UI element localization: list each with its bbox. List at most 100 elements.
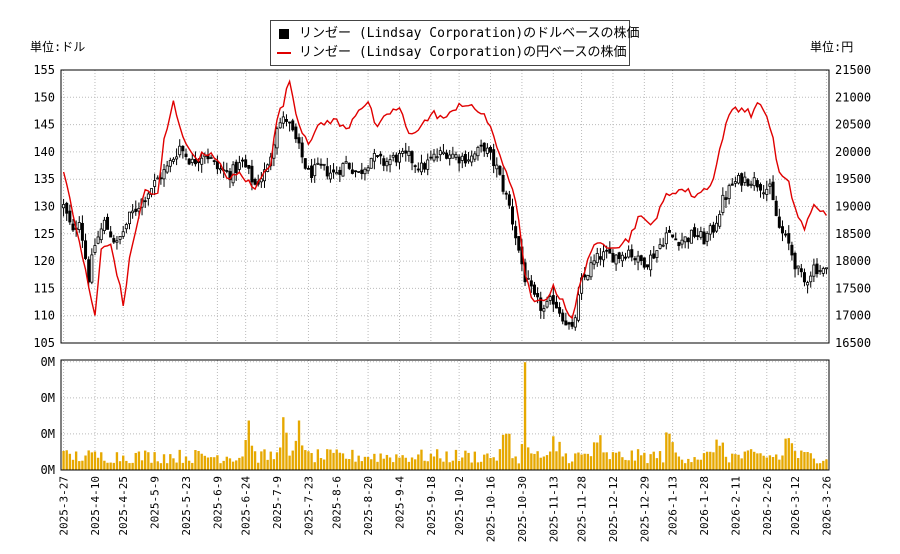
legend: リンゼー (Lindsay Corporation)のドルベースの株価 リンゼー… — [270, 20, 640, 66]
candle-body — [244, 159, 248, 168]
right-tick-label: 17500 — [835, 281, 871, 295]
candle-body — [696, 235, 700, 238]
candle-body — [561, 312, 565, 322]
volume-bar — [153, 452, 156, 470]
candle-body — [253, 179, 257, 185]
x-tick-label: 2025-8-6 — [331, 476, 344, 529]
candle-body — [284, 119, 288, 122]
volume-bar — [125, 460, 128, 470]
candle-body — [586, 275, 590, 281]
volume-bar — [749, 449, 753, 470]
candle-body — [762, 192, 766, 195]
volume-bar — [363, 456, 367, 470]
volume-bar — [646, 463, 649, 470]
volume-bar — [269, 451, 272, 470]
candle-body — [598, 256, 602, 260]
volume-bar — [382, 458, 385, 470]
candle-body — [564, 320, 568, 326]
candle-body — [127, 211, 131, 225]
volume-bar — [545, 455, 549, 470]
candle-body — [360, 169, 364, 174]
volume-bar — [106, 462, 109, 470]
volume-bar — [222, 460, 225, 470]
volume-bar — [366, 456, 370, 470]
candle-body — [379, 153, 383, 157]
x-tick-label: 2025-11-28 — [576, 476, 589, 542]
candle-body — [410, 151, 414, 164]
x-tick-label: 2026-2-11 — [729, 476, 742, 536]
volume-bar — [589, 456, 593, 470]
candles — [62, 111, 828, 331]
volume-bar — [169, 454, 172, 470]
volume-tick-label: 0M — [41, 427, 55, 441]
volume-bar — [473, 451, 477, 470]
volume-bar — [815, 463, 819, 470]
volume-bar — [100, 452, 103, 470]
volume-bar — [247, 420, 250, 470]
volume-bar — [322, 459, 326, 470]
volume-bar — [542, 456, 546, 470]
candle-body — [711, 224, 715, 233]
candle-body — [423, 163, 427, 170]
volume-bar — [630, 450, 633, 470]
candle-body — [507, 194, 511, 206]
volume-bar — [806, 452, 809, 470]
candle-body — [749, 183, 753, 186]
candle-body — [467, 159, 471, 162]
volume-bar — [275, 452, 279, 470]
candle-body — [498, 166, 502, 175]
volume-bar — [665, 432, 668, 470]
volume-bar — [329, 449, 332, 470]
volume-bar — [200, 453, 203, 470]
volume-bar — [743, 451, 746, 470]
volume-bar — [197, 451, 200, 470]
candle-body — [683, 236, 687, 243]
candle-body — [310, 165, 314, 178]
volume-bar — [162, 454, 166, 470]
candle-body — [479, 144, 483, 147]
left-tick-label: 145 — [33, 118, 55, 132]
candle-body — [401, 150, 405, 154]
x-axis: 2025-3-27 2025-4-10 2025-4-25 2025-5-9 2025-… — [58, 476, 834, 543]
candle-body — [96, 236, 100, 244]
candle-body — [313, 164, 317, 177]
right-tick-label: 18500 — [835, 227, 871, 241]
candle-body — [532, 284, 536, 295]
volume-bar — [693, 457, 696, 470]
candle-body — [426, 159, 430, 170]
left-tick-label: 155 — [33, 63, 55, 77]
candle-body — [102, 219, 106, 232]
candle-body — [759, 184, 763, 191]
x-tick-label: 2026-1-28 — [698, 476, 711, 536]
volume-bar — [332, 452, 335, 470]
candle-body — [99, 228, 103, 241]
plot-frames — [60, 69, 830, 471]
volume-bar — [495, 460, 498, 470]
volume-bar — [338, 452, 342, 470]
candle-body — [614, 254, 618, 265]
candle-body — [771, 181, 775, 201]
volume-bar — [702, 453, 706, 470]
candle-body — [259, 178, 263, 183]
volume-bar — [514, 456, 517, 470]
candle-body — [228, 171, 232, 181]
candle-body — [589, 262, 593, 278]
volume-bar — [109, 462, 112, 470]
candle-body — [812, 264, 816, 277]
x-tick-label: 2025-12-12 — [607, 476, 620, 542]
volume-bar — [709, 451, 712, 470]
volume-bar — [144, 450, 147, 470]
volume-bar — [165, 463, 169, 470]
candle-body — [306, 167, 310, 170]
candle-body — [576, 294, 580, 321]
candle-body — [818, 270, 822, 272]
volume-bar — [658, 451, 662, 470]
candle-body — [341, 163, 345, 177]
candle-body — [492, 149, 496, 167]
candle-body — [429, 156, 433, 159]
left-unit-label: 単位:ドル — [30, 40, 86, 54]
candle-body — [545, 300, 549, 308]
volume-bar — [753, 451, 756, 470]
candle-body — [118, 236, 122, 240]
candle-body — [740, 173, 744, 186]
